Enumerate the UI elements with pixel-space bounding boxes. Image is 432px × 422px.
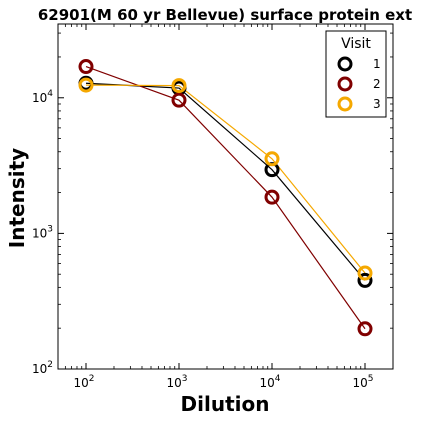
legend-marker-1 [337,56,353,72]
y-axis-label: Intensity [5,148,29,248]
data-point-series-2 [264,189,280,205]
data-point-series-2 [78,59,94,75]
y-tick-label: 102 [32,360,53,376]
x-axis-label: Dilution [181,392,270,416]
data-point-series-3 [264,151,280,167]
legend-label: 3 [373,97,381,111]
data-point-series-3 [78,77,94,93]
legend-label: 1 [373,57,381,71]
x-tick-label: 102 [73,374,94,390]
series-line-2 [85,65,366,330]
y-tick-label: 103 [32,224,53,240]
y-tick-label: 104 [32,89,53,105]
data-point-series-3 [171,78,187,94]
x-tick-label: 104 [259,374,280,390]
x-tick-label: 103 [166,374,187,390]
data-point-series-3 [357,265,373,281]
legend-title: Visit [341,36,371,52]
series-line-3 [85,84,366,274]
legend-label: 2 [373,77,381,91]
data-point-series-2 [171,92,187,108]
x-tick-label: 105 [352,374,373,390]
data-point-series-2 [357,321,373,337]
legend-marker-2 [337,76,353,92]
chart-title: 62901(M 60 yr Bellevue) surface protein … [38,6,412,24]
legend-box [325,30,387,118]
legend-marker-3 [337,96,353,112]
data-point-series-1 [357,272,373,288]
